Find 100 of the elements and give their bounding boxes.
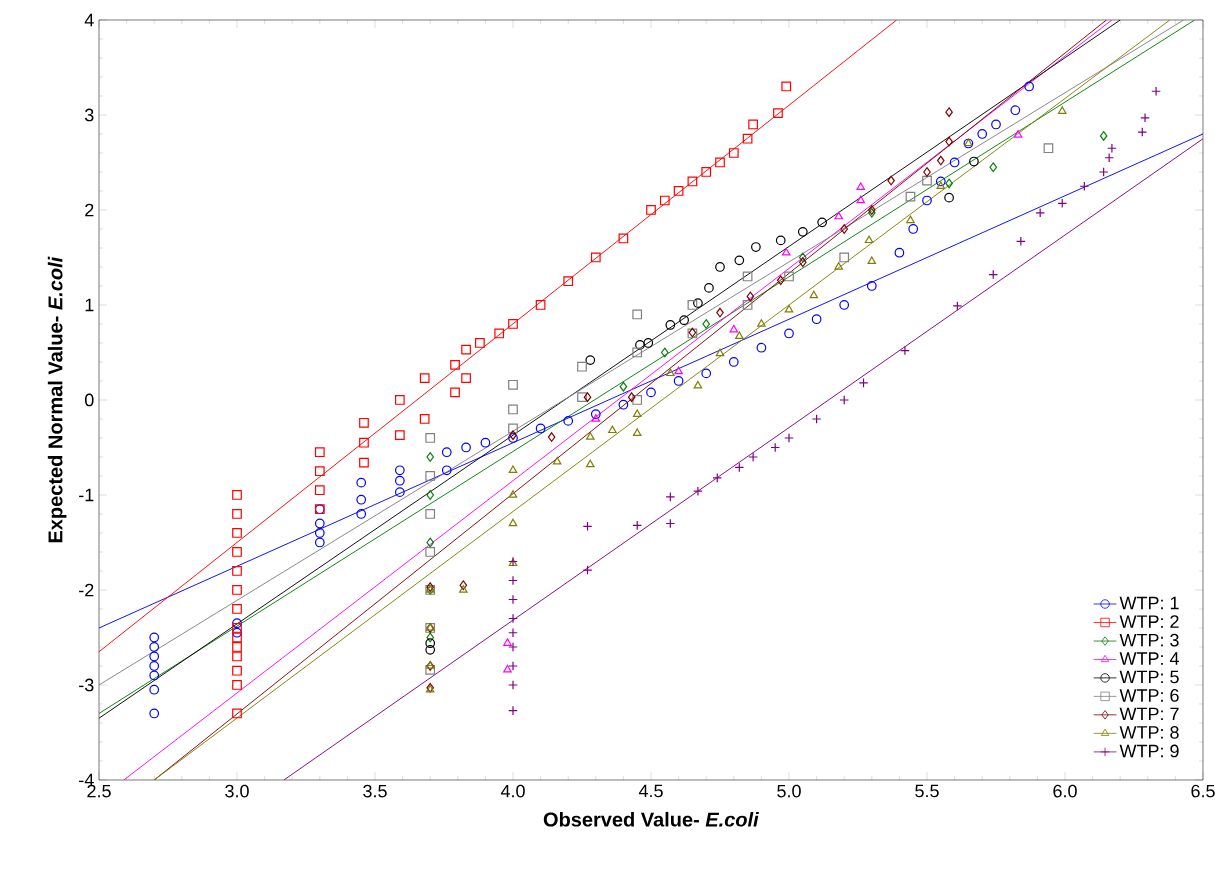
point [734,255,745,266]
point [577,392,587,403]
point [935,176,946,187]
point [665,492,676,502]
point [232,680,242,690]
point [232,651,242,662]
point [661,347,669,358]
point [748,452,758,462]
point [632,347,643,358]
point [450,359,460,370]
point [646,387,656,398]
point [461,442,471,453]
legend-label: WTP: 5 [1119,670,1179,684]
point [459,580,468,591]
point [232,632,242,643]
legend-label: WTP: 8 [1119,726,1179,739]
x-tick-label: 6.0 [1053,784,1077,798]
y-tick-label: 4 [84,13,94,27]
point [797,226,808,237]
point [1013,130,1023,138]
point [989,162,998,173]
point [900,345,910,356]
point [673,376,684,386]
point [867,256,877,265]
point [359,417,369,428]
point [1137,127,1148,137]
point [839,300,850,310]
point [577,361,587,372]
point [991,119,1001,130]
point [425,471,436,481]
point [809,290,819,299]
x-tick-label: 6.5 [1191,784,1215,798]
point [936,181,946,189]
legend-label: WTP: 6 [1119,689,1179,702]
point [643,338,654,348]
point [508,705,518,716]
point [817,217,827,228]
point [232,642,242,652]
y-tick-label: -1 [79,488,94,502]
point [715,157,725,168]
point [784,304,794,313]
point [425,547,436,557]
point [632,409,642,417]
point [232,618,242,629]
point [834,211,843,220]
point [314,537,325,548]
point [922,195,932,206]
point [1057,106,1067,114]
point [751,242,761,252]
point [1107,143,1117,154]
point [149,684,160,695]
point [715,262,725,272]
point [673,186,684,196]
point [715,348,725,357]
x-tick-label: 5.0 [777,784,801,798]
point [619,381,628,392]
point [799,257,807,268]
point [425,433,436,443]
point [1140,112,1150,123]
point [394,465,405,476]
point [508,575,518,586]
point [868,205,876,215]
point [356,477,367,488]
point [729,324,739,333]
point [426,490,435,500]
point [314,528,325,538]
point [856,195,866,204]
point [149,642,160,652]
point [702,319,710,329]
point [757,319,766,327]
point [728,148,739,158]
point [742,271,753,282]
point [508,627,518,638]
point [866,281,877,291]
point [480,437,491,448]
point [535,300,546,310]
point [508,594,518,605]
point [742,133,753,144]
point [359,457,369,468]
x-tick-label: 3.0 [225,784,249,798]
point [693,298,703,308]
point [232,665,242,676]
point [908,224,919,234]
point [839,252,850,263]
point [811,314,822,325]
point [945,178,953,189]
point [945,136,953,147]
point [419,373,430,383]
point [461,373,471,383]
point [503,638,512,646]
legend-label: WTP: 1 [1119,596,1179,610]
point [906,215,915,224]
point [784,433,794,443]
point [811,414,822,424]
point [945,107,953,118]
point [781,247,791,256]
point [508,404,518,415]
point [949,157,960,168]
point [585,355,596,365]
point [314,485,325,496]
